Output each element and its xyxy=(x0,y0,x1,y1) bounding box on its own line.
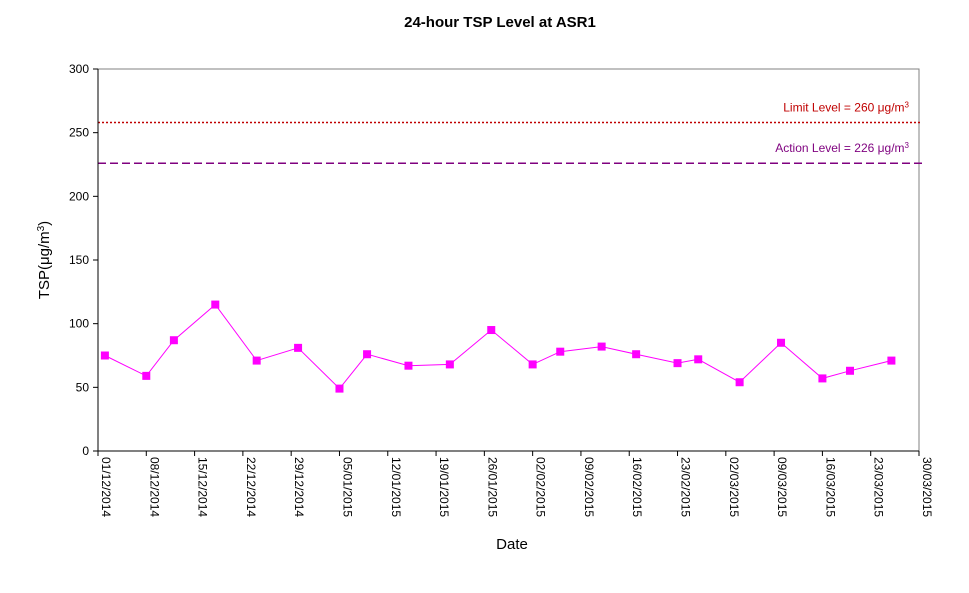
x-tick-label: 23/02/2015 xyxy=(679,457,693,517)
x-tick-label: 01/12/2014 xyxy=(99,457,113,517)
x-axis-label: Date xyxy=(496,536,528,553)
chart-title: 24-hour TSP Level at ASR1 xyxy=(404,14,596,31)
data-point xyxy=(294,343,303,352)
series-tsp xyxy=(100,300,896,393)
y-axis-label-close: ) xyxy=(36,221,53,226)
data-point xyxy=(846,366,855,375)
x-tick-label: 29/12/2014 xyxy=(292,457,306,517)
x-tick-label: 15/12/2014 xyxy=(196,457,210,517)
data-point xyxy=(597,342,606,351)
x-tick-label: 02/03/2015 xyxy=(727,457,741,517)
y-axis-label-superscript: 3 xyxy=(36,225,47,231)
x-tick-label: 09/03/2015 xyxy=(775,457,789,517)
y-axis: 0 50 100 150 200 250 300 xyxy=(69,62,99,458)
x-tick-label: 30/03/2015 xyxy=(920,457,934,517)
x-axis: 01/12/2014 08/12/2014 15/12/2014 22/12/2014… xyxy=(97,450,934,517)
x-tick-label: 22/12/2014 xyxy=(244,457,258,517)
y-tick-label: 200 xyxy=(69,189,89,203)
data-point xyxy=(528,360,537,369)
y-tick-label: 50 xyxy=(76,380,90,394)
x-tick-label: 26/01/2015 xyxy=(485,457,499,517)
x-tick-label: 05/01/2015 xyxy=(340,457,354,517)
data-point xyxy=(818,374,827,383)
data-point xyxy=(363,350,372,359)
data-point xyxy=(735,378,744,387)
data-point xyxy=(404,361,413,370)
y-axis-label-text: TSP(μg/m xyxy=(36,231,53,299)
data-point xyxy=(445,360,454,369)
data-point xyxy=(673,359,682,368)
y-tick-label: 300 xyxy=(69,62,89,76)
reference-line-label-superscript: 3 xyxy=(905,100,910,109)
y-tick-label: 250 xyxy=(69,126,89,140)
x-tick-label: 09/02/2015 xyxy=(582,457,596,517)
plot-area xyxy=(97,68,920,452)
reference-line-label: Action Level = 226 μg/m3 xyxy=(775,141,909,156)
reference-line-label-text: Action Level = 226 μg/m xyxy=(775,141,904,155)
y-tick-label: 0 xyxy=(82,444,89,458)
series-line xyxy=(104,303,892,390)
y-axis-label: TSP(μg/m3) xyxy=(36,221,54,299)
x-tick-label: 16/03/2015 xyxy=(823,457,837,517)
data-point xyxy=(252,356,261,365)
data-point xyxy=(632,350,641,359)
x-tick-label: 19/01/2015 xyxy=(437,457,451,517)
reference-line-label-superscript: 3 xyxy=(905,141,910,150)
x-tick-label: 16/02/2015 xyxy=(630,457,644,517)
data-point xyxy=(100,351,109,360)
data-point xyxy=(694,355,703,364)
data-point xyxy=(887,356,896,365)
data-point xyxy=(777,338,786,347)
data-point xyxy=(169,336,178,345)
data-point xyxy=(487,326,496,335)
y-tick-label: 100 xyxy=(69,317,89,331)
data-point xyxy=(211,300,220,309)
x-tick-label: 23/03/2015 xyxy=(872,457,886,517)
x-tick-label: 12/01/2015 xyxy=(389,457,403,517)
data-point xyxy=(142,371,151,380)
data-point xyxy=(556,347,565,356)
reference-line-label-text: Limit Level = 260 μg/m xyxy=(783,100,904,114)
x-tick-label: 08/12/2014 xyxy=(147,457,161,517)
y-tick-label: 150 xyxy=(69,253,89,267)
reference-line-label: Limit Level = 260 μg/m3 xyxy=(783,100,909,115)
data-point xyxy=(335,384,344,393)
x-tick-label: 02/02/2015 xyxy=(534,457,548,517)
